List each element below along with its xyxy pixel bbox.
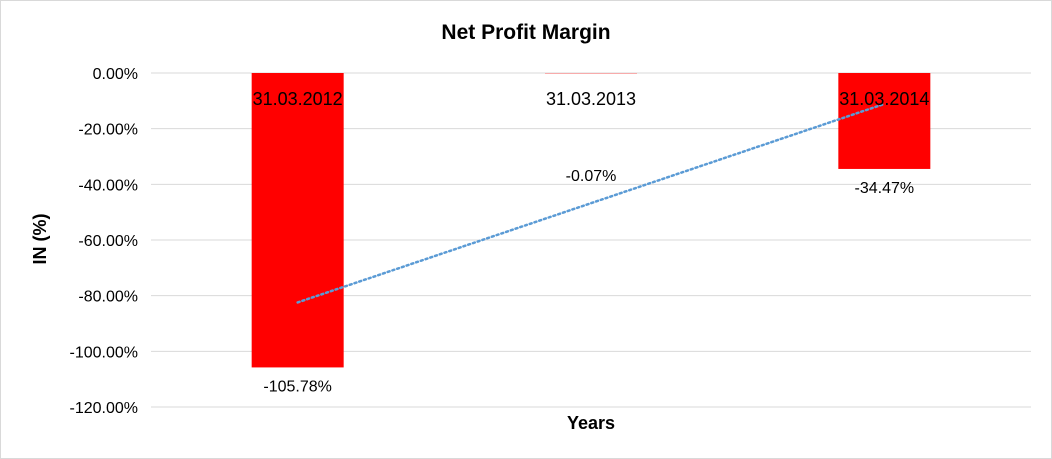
chart-title: Net Profit Margin	[441, 21, 610, 44]
category-label: 31.03.2014	[839, 89, 929, 109]
trendline-linear	[296, 102, 886, 304]
y-tick-label: -80.00%	[78, 289, 138, 306]
y-tick-label: -40.00%	[78, 177, 138, 194]
y-axis-title: IN (%)	[30, 214, 50, 265]
data-label: -34.47%	[855, 180, 915, 197]
category-labels: 31.03.2012 31.03.2013 31.03.2014	[253, 89, 930, 109]
data-labels: -105.78% -0.07% -34.47%	[263, 168, 914, 395]
y-tick-label: -60.00%	[78, 233, 138, 250]
x-axis-title: Years	[567, 413, 615, 433]
data-label: -0.07%	[566, 168, 617, 185]
y-tick-label: 0.00%	[93, 66, 138, 83]
y-tick-label: -100.00%	[70, 344, 139, 361]
y-tick-label: -20.00%	[78, 122, 138, 139]
y-tick-label: -120.00%	[70, 400, 139, 417]
bar-31.03.2014	[838, 73, 931, 169]
y-axis-ticks: 0.00% -20.00% -40.00% -60.00% -80.00% -100.00…	[70, 66, 139, 417]
data-label: -105.78%	[263, 378, 332, 395]
category-label: 31.03.2013	[546, 89, 636, 109]
trendline	[296, 102, 886, 304]
bar-31.03.2012	[251, 73, 344, 368]
category-label: 31.03.2012	[253, 89, 343, 109]
bars	[251, 73, 931, 368]
